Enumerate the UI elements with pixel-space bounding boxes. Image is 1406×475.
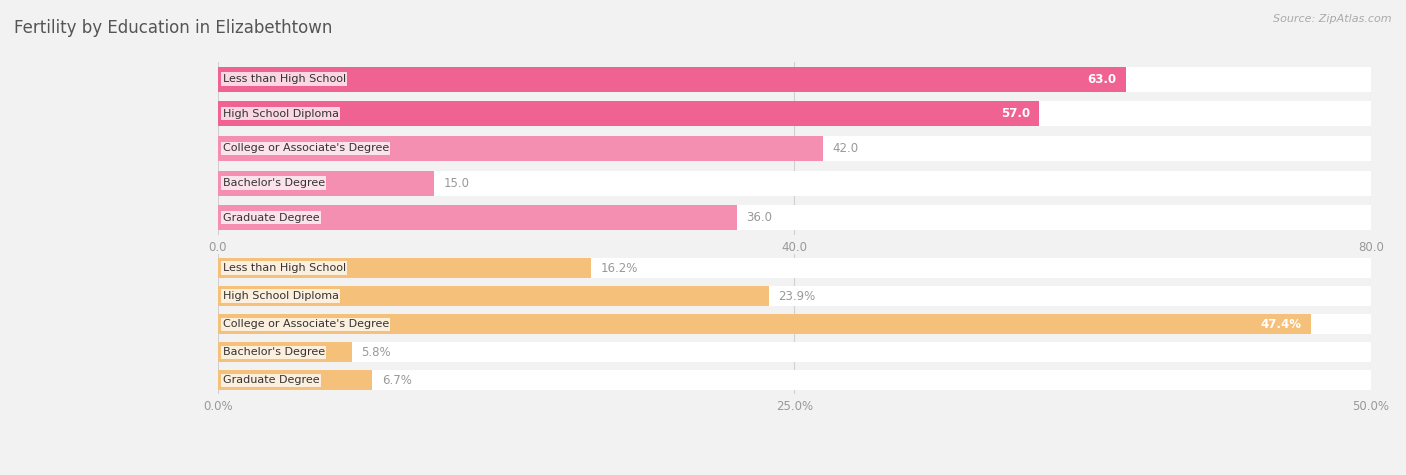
Bar — [218, 258, 592, 278]
Bar — [218, 314, 1310, 334]
Bar — [218, 171, 1371, 196]
Bar — [218, 101, 1371, 126]
Bar — [218, 136, 824, 161]
Text: Less than High School: Less than High School — [222, 263, 346, 273]
Text: Less than High School: Less than High School — [222, 74, 346, 84]
Bar — [218, 314, 1371, 334]
Text: 63.0: 63.0 — [1087, 73, 1116, 86]
Text: High School Diploma: High School Diploma — [222, 109, 339, 119]
Text: High School Diploma: High School Diploma — [222, 291, 339, 301]
Bar — [218, 258, 1371, 278]
Text: 42.0: 42.0 — [832, 142, 859, 155]
Text: College or Associate's Degree: College or Associate's Degree — [222, 143, 389, 153]
Bar — [218, 342, 1371, 362]
Bar — [218, 286, 769, 306]
Bar — [218, 342, 352, 362]
Text: Bachelor's Degree: Bachelor's Degree — [222, 178, 325, 188]
Bar — [218, 66, 1126, 92]
Text: 36.0: 36.0 — [747, 211, 772, 224]
Text: 5.8%: 5.8% — [361, 346, 391, 359]
Bar — [218, 286, 1371, 306]
Text: 47.4%: 47.4% — [1261, 318, 1302, 331]
Text: 23.9%: 23.9% — [779, 290, 815, 303]
Text: Bachelor's Degree: Bachelor's Degree — [222, 347, 325, 357]
Text: 57.0: 57.0 — [1001, 107, 1031, 120]
Bar — [218, 136, 1371, 161]
Bar — [218, 205, 1371, 230]
Bar — [218, 66, 1371, 92]
Text: Graduate Degree: Graduate Degree — [222, 213, 319, 223]
Bar — [218, 205, 737, 230]
Text: Fertility by Education in Elizabethtown: Fertility by Education in Elizabethtown — [14, 19, 332, 37]
Bar — [218, 370, 1371, 390]
Bar — [218, 171, 434, 196]
Text: 16.2%: 16.2% — [600, 262, 638, 275]
Text: 6.7%: 6.7% — [381, 374, 412, 387]
Text: College or Associate's Degree: College or Associate's Degree — [222, 319, 389, 329]
Bar — [218, 370, 373, 390]
Text: Graduate Degree: Graduate Degree — [222, 375, 319, 385]
Text: 15.0: 15.0 — [443, 177, 470, 190]
Text: Source: ZipAtlas.com: Source: ZipAtlas.com — [1274, 14, 1392, 24]
Bar — [218, 101, 1039, 126]
